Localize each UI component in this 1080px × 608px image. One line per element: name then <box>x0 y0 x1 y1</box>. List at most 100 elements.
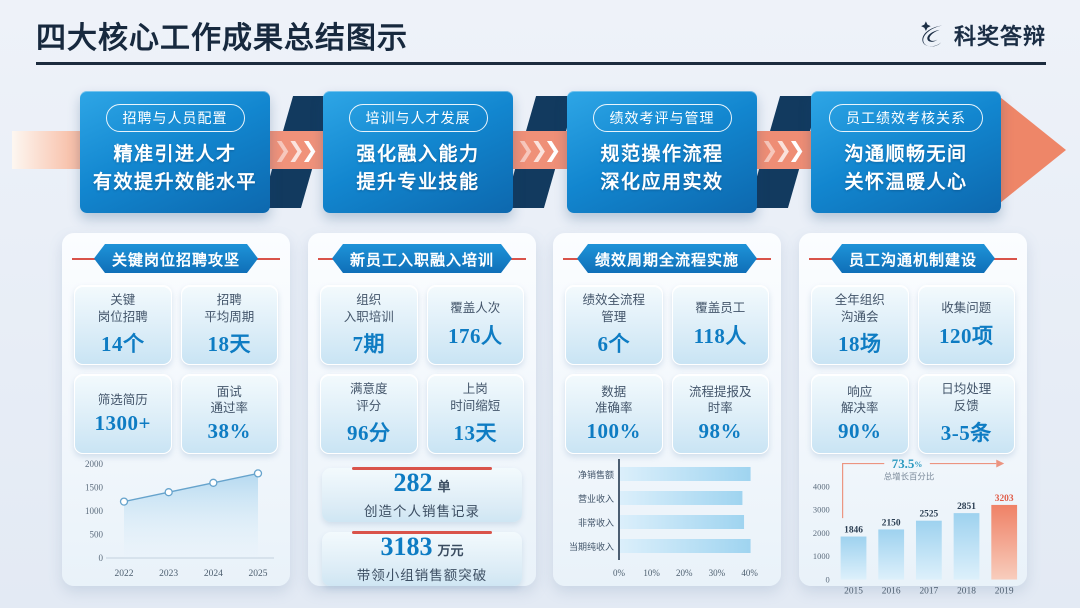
stat-box: 数据 准确率 100% <box>565 374 663 454</box>
stat-label: 覆盖员工 <box>695 301 746 316</box>
stats-grid: 组织 入职培训 7期 覆盖人次 176人 满意度 评分 96分 上岗 时间缩短 13天 <box>320 285 524 454</box>
svg-text:0: 0 <box>826 575 830 585</box>
svg-text:2000: 2000 <box>813 528 830 538</box>
stat-label: 收集问题 <box>941 301 992 316</box>
stat-value: 18天 <box>207 331 251 356</box>
svg-text:73.5%: 73.5% <box>892 457 923 471</box>
stat-label: 关键 岗位招聘 <box>97 293 148 324</box>
card-communication: 员工沟通机制建设 全年组织 沟通会 18场 收集问题 120项 响应 解决率 90% … <box>799 233 1027 596</box>
stat-label: 绩效全流程 管理 <box>582 293 645 324</box>
svg-text:2019: 2019 <box>995 586 1014 596</box>
growth-vbar-chart: 0 1000 2000 3000 4000 1846 2015 2150 2016 2525 201… <box>813 457 1018 596</box>
card-banner: 员工沟通机制建设 <box>831 244 995 273</box>
card-banner: 关键岗位招聘攻坚 <box>94 244 258 273</box>
stat-value: 118人 <box>693 323 747 348</box>
svg-text:30%: 30% <box>709 568 726 578</box>
swirl-star-icon <box>921 21 943 47</box>
stat-value: 176人 <box>448 323 503 348</box>
highlight-unit: 万元 <box>437 543 464 558</box>
stat-label: 满意度 评分 <box>349 382 388 413</box>
svg-text:2851: 2851 <box>957 502 976 512</box>
stats-grid: 关键 岗位招聘 14个 招聘 平均周期 18天 筛选简历 1300+ 面试 通过率 38… <box>74 285 278 454</box>
flow-pill: 招聘与人员配置 <box>105 104 245 132</box>
card-banner: 新员工入职融入培训 <box>332 244 512 273</box>
stat-value: 14个 <box>101 331 145 356</box>
page-title: 四大核心工作成果总结图示 <box>36 22 408 55</box>
flow-arrowhead <box>1000 97 1066 203</box>
stat-box: 响应 解决率 90% <box>811 374 909 454</box>
stat-box: 组织 入职培训 7期 <box>320 285 418 365</box>
stat-value: 18场 <box>838 331 882 356</box>
svg-text:2016: 2016 <box>882 586 901 596</box>
svg-text:20%: 20% <box>676 568 693 578</box>
chevrons-icon: ❯ ❯ ❯ <box>516 138 562 162</box>
svg-text:2525: 2525 <box>919 510 938 520</box>
stat-label: 筛选简历 <box>97 392 148 407</box>
chevrons-icon: ❯ ❯ ❯ <box>273 138 319 162</box>
stat-value: 120项 <box>939 323 994 348</box>
svg-text:非常收入: 非常收入 <box>578 517 614 528</box>
svg-text:2017: 2017 <box>919 586 938 596</box>
stat-box: 绩效全流程 管理 6个 <box>565 285 663 365</box>
svg-text:2018: 2018 <box>957 586 976 596</box>
highlight-sales-record: 282 单 创造个人销售记录 <box>322 467 522 522</box>
stat-box: 关键 岗位招聘 14个 <box>74 285 172 365</box>
stat-value: 3-5条 <box>940 420 992 445</box>
stat-box: 覆盖员工 118人 <box>671 285 769 365</box>
card-banner-row: 新员工入职融入培训 <box>308 244 536 273</box>
svg-text:3000: 3000 <box>813 505 830 515</box>
stat-value: 1300+ <box>94 411 151 436</box>
stat-label: 招聘 平均周期 <box>204 293 255 324</box>
stats-grid: 全年组织 沟通会 18场 收集问题 120项 响应 解决率 90% 日均处理 反馈 3-… <box>811 285 1015 454</box>
svg-text:营业收入: 营业收入 <box>578 493 614 504</box>
card-banner-row: 员工沟通机制建设 <box>799 244 1027 273</box>
card-performance: 绩效周期全流程实施 绩效全流程 管理 6个 覆盖员工 118人 数据 准确率 100%… <box>553 233 781 586</box>
stat-label: 响应 解决率 <box>840 384 879 415</box>
stat-value: 98% <box>698 419 742 444</box>
svg-text:500: 500 <box>90 530 104 540</box>
stat-value: 38% <box>207 419 251 444</box>
stat-label: 覆盖人次 <box>450 301 501 316</box>
flow-step-performance: 绩效考评与管理 规范操作流程 深化应用实效 <box>567 91 757 213</box>
svg-text:总增长百分比: 总增长百分比 <box>884 471 934 481</box>
brand-logo: 科奖答辩 <box>914 18 1046 52</box>
svg-text:1000: 1000 <box>813 551 830 561</box>
stat-box: 收集问题 120项 <box>917 285 1015 365</box>
card-banner: 绩效周期全流程实施 <box>577 244 757 273</box>
svg-text:2025: 2025 <box>249 569 268 579</box>
stat-box: 流程提报及 时率 98% <box>671 374 769 454</box>
card-banner-row: 关键岗位招聘攻坚 <box>62 244 290 273</box>
recruitment-trend-line-chart: 0 500 1000 1500 2000 2022 2023 2024 2025 <box>85 459 274 579</box>
highlight-number: 282 <box>393 468 433 497</box>
flow-headline: 提升专业技能 <box>356 171 480 193</box>
chart-area: 0 500 1000 1500 2000 2022 2023 2024 2025 <box>62 454 290 586</box>
stat-box: 招聘 平均周期 18天 <box>180 285 278 365</box>
svg-text:2000: 2000 <box>85 459 104 469</box>
stat-value: 90% <box>838 419 882 444</box>
svg-text:净销售额: 净销售额 <box>578 469 614 480</box>
stat-box: 满意度 评分 96分 <box>320 374 418 454</box>
stat-value: 13天 <box>453 420 497 445</box>
svg-text:0: 0 <box>99 553 104 563</box>
svg-text:2024: 2024 <box>204 569 223 579</box>
stat-value: 7期 <box>352 331 385 356</box>
svg-text:当期纯收入: 当期纯收入 <box>569 541 614 552</box>
stats-grid: 绩效全流程 管理 6个 覆盖员工 118人 数据 准确率 100% 流程提报及 时率 9… <box>565 285 769 454</box>
flow-headline: 强化融入能力 <box>356 144 480 165</box>
highlight-desc: 创造个人销售记录 <box>364 504 480 519</box>
flow-headline: 关怀温暖人心 <box>844 171 968 193</box>
stat-label: 日均处理 反馈 <box>941 382 992 413</box>
stat-label: 流程提报及 时率 <box>688 384 752 415</box>
card-recruitment: 关键岗位招聘攻坚 关键 岗位招聘 14个 招聘 平均周期 18天 筛选简历 1300+… <box>62 233 290 586</box>
stat-box: 覆盖人次 176人 <box>426 285 524 365</box>
stat-label: 全年组织 沟通会 <box>834 293 885 324</box>
brand-text: 科奖答辩 <box>953 24 1046 49</box>
svg-text:40%: 40% <box>741 568 758 578</box>
stat-value: 100% <box>586 419 641 444</box>
stat-box: 面试 通过率 38% <box>180 374 278 454</box>
highlight-number: 3183 <box>380 532 433 561</box>
flow-headline: 深化应用实效 <box>600 171 724 193</box>
flow-headline: 规范操作流程 <box>600 144 724 165</box>
